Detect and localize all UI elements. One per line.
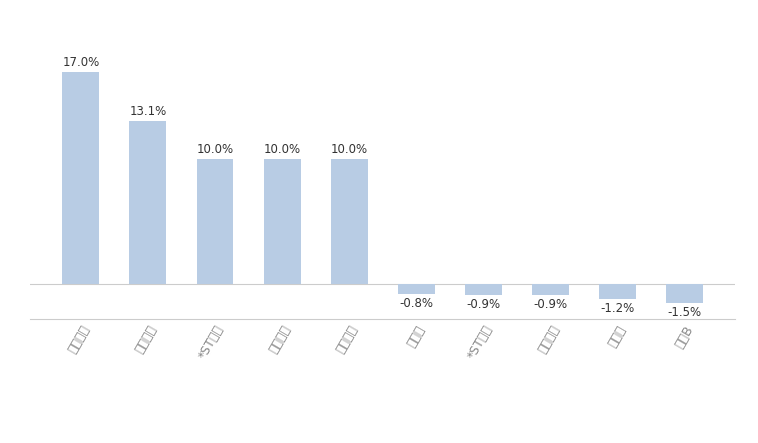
- Bar: [196, 159, 233, 284]
- Text: -0.8%: -0.8%: [399, 297, 434, 310]
- Bar: [600, 284, 636, 299]
- Text: 17.0%: 17.0%: [62, 56, 99, 69]
- Bar: [465, 284, 502, 295]
- Text: -0.9%: -0.9%: [534, 299, 568, 311]
- Text: -1.2%: -1.2%: [600, 302, 634, 315]
- Bar: [666, 284, 703, 303]
- Bar: [130, 120, 166, 284]
- Text: -1.5%: -1.5%: [668, 306, 702, 319]
- Bar: [330, 159, 368, 284]
- Bar: [62, 72, 99, 284]
- Text: 13.1%: 13.1%: [130, 105, 167, 117]
- Bar: [398, 284, 435, 294]
- Text: 10.0%: 10.0%: [196, 143, 233, 156]
- Bar: [264, 159, 301, 284]
- Text: 10.0%: 10.0%: [330, 143, 368, 156]
- Bar: [532, 284, 569, 295]
- Text: 10.0%: 10.0%: [264, 143, 301, 156]
- Text: -0.9%: -0.9%: [466, 299, 500, 311]
